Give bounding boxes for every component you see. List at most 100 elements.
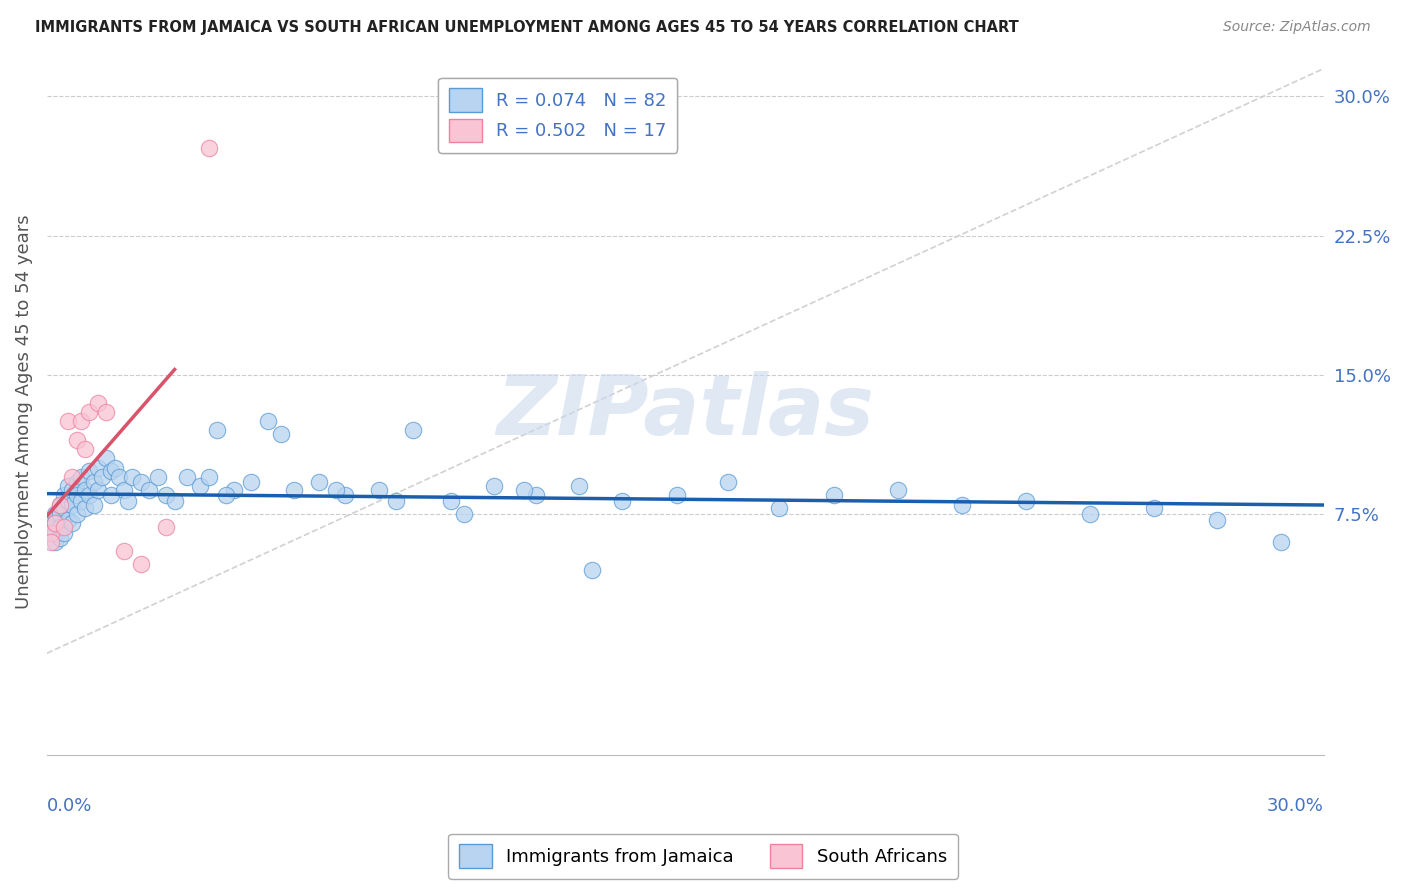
Point bbox=[62, 498, 84, 512]
Point bbox=[96, 451, 118, 466]
Point bbox=[70, 414, 93, 428]
Point bbox=[44, 534, 66, 549]
Point bbox=[75, 483, 97, 497]
Text: ZIPatlas: ZIPatlas bbox=[496, 371, 875, 452]
Point bbox=[215, 488, 238, 502]
Point bbox=[48, 498, 70, 512]
Point bbox=[402, 424, 425, 438]
Point bbox=[887, 483, 910, 497]
Point bbox=[48, 520, 70, 534]
Point bbox=[56, 414, 79, 428]
Point bbox=[56, 513, 79, 527]
Point bbox=[283, 483, 305, 497]
Y-axis label: Unemployment Among Ages 45 to 54 years: Unemployment Among Ages 45 to 54 years bbox=[15, 215, 32, 609]
Point bbox=[75, 442, 97, 456]
Point bbox=[270, 427, 292, 442]
Point bbox=[48, 498, 70, 512]
Point bbox=[240, 475, 263, 490]
Point bbox=[39, 525, 62, 540]
Point bbox=[52, 488, 75, 502]
Point bbox=[581, 563, 603, 577]
Point bbox=[70, 494, 93, 508]
Point bbox=[39, 520, 62, 534]
Point bbox=[717, 475, 740, 490]
Point bbox=[129, 475, 152, 490]
Point bbox=[1015, 494, 1038, 508]
Point bbox=[325, 483, 347, 497]
Point bbox=[83, 498, 105, 512]
Point bbox=[308, 475, 330, 490]
Point bbox=[100, 488, 122, 502]
Point bbox=[333, 488, 356, 502]
Point bbox=[526, 488, 548, 502]
Point bbox=[112, 483, 135, 497]
Point bbox=[62, 483, 84, 497]
Point bbox=[155, 488, 177, 502]
Point bbox=[224, 483, 246, 497]
Point bbox=[39, 513, 62, 527]
Point bbox=[52, 501, 75, 516]
Point bbox=[91, 470, 114, 484]
Point bbox=[39, 534, 62, 549]
Point bbox=[1078, 507, 1101, 521]
Point bbox=[950, 498, 973, 512]
Point bbox=[52, 525, 75, 540]
Point bbox=[129, 557, 152, 571]
Point bbox=[155, 520, 177, 534]
Point bbox=[48, 507, 70, 521]
Point bbox=[87, 460, 110, 475]
Point bbox=[87, 395, 110, 409]
Point bbox=[1206, 513, 1229, 527]
Point bbox=[163, 494, 186, 508]
Point bbox=[56, 479, 79, 493]
Point bbox=[367, 483, 389, 497]
Point bbox=[62, 470, 84, 484]
Point bbox=[44, 525, 66, 540]
Point bbox=[62, 516, 84, 531]
Point bbox=[44, 516, 66, 531]
Point bbox=[75, 501, 97, 516]
Point bbox=[96, 405, 118, 419]
Point bbox=[568, 479, 591, 493]
Point bbox=[39, 525, 62, 540]
Point bbox=[138, 483, 160, 497]
Point bbox=[52, 520, 75, 534]
Point bbox=[79, 464, 101, 478]
Point bbox=[1143, 501, 1166, 516]
Point bbox=[117, 494, 139, 508]
Point bbox=[197, 141, 219, 155]
Point bbox=[79, 488, 101, 502]
Legend: Immigrants from Jamaica, South Africans: Immigrants from Jamaica, South Africans bbox=[449, 834, 957, 879]
Text: IMMIGRANTS FROM JAMAICA VS SOUTH AFRICAN UNEMPLOYMENT AMONG AGES 45 TO 54 YEARS : IMMIGRANTS FROM JAMAICA VS SOUTH AFRICAN… bbox=[35, 20, 1019, 35]
Point bbox=[112, 544, 135, 558]
Point bbox=[146, 470, 169, 484]
Point bbox=[385, 494, 408, 508]
Point bbox=[1270, 534, 1292, 549]
Point bbox=[66, 433, 89, 447]
Point bbox=[768, 501, 790, 516]
Point bbox=[87, 483, 110, 497]
Point bbox=[48, 531, 70, 545]
Text: Source: ZipAtlas.com: Source: ZipAtlas.com bbox=[1223, 20, 1371, 34]
Point bbox=[66, 507, 89, 521]
Point bbox=[70, 470, 93, 484]
Point bbox=[205, 424, 228, 438]
Text: 0.0%: 0.0% bbox=[46, 797, 93, 814]
Point bbox=[188, 479, 211, 493]
Point bbox=[100, 464, 122, 478]
Point bbox=[512, 483, 534, 497]
Point bbox=[176, 470, 198, 484]
Point bbox=[823, 488, 845, 502]
Point bbox=[83, 475, 105, 490]
Text: 30.0%: 30.0% bbox=[1267, 797, 1324, 814]
Point bbox=[56, 494, 79, 508]
Point bbox=[104, 460, 127, 475]
Point bbox=[665, 488, 688, 502]
Point bbox=[66, 475, 89, 490]
Legend: R = 0.074   N = 82, R = 0.502   N = 17: R = 0.074 N = 82, R = 0.502 N = 17 bbox=[439, 78, 678, 153]
Point bbox=[482, 479, 505, 493]
Point bbox=[121, 470, 143, 484]
Point bbox=[79, 405, 101, 419]
Point bbox=[440, 494, 463, 508]
Point bbox=[108, 470, 131, 484]
